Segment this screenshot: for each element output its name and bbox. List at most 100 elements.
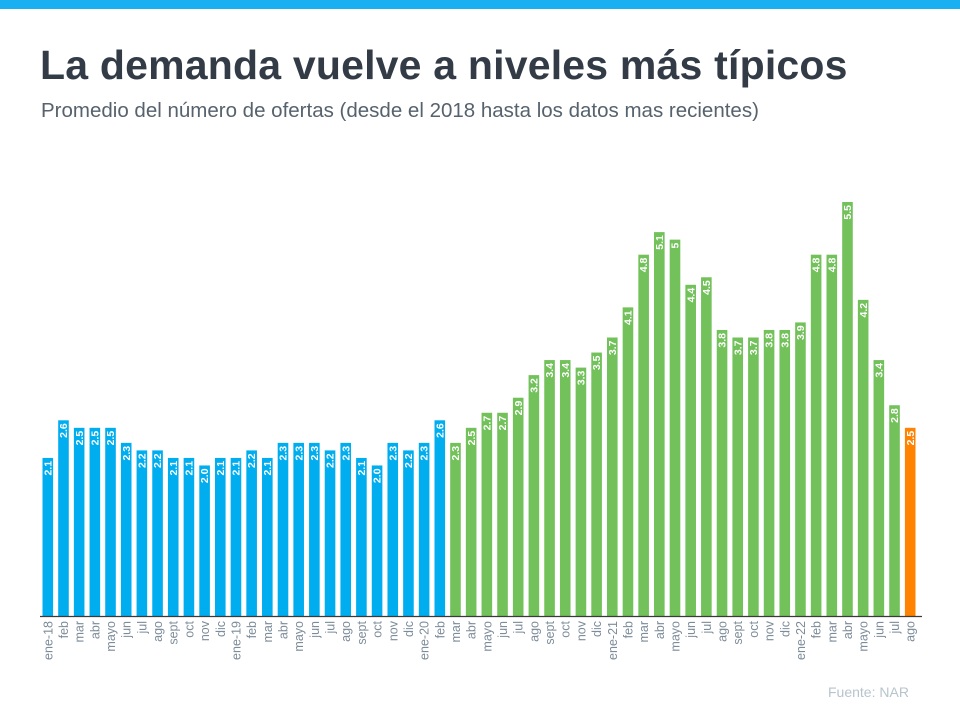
data-label: 5.5: [842, 205, 854, 220]
bar: [512, 397, 524, 616]
data-label: 2.5: [89, 431, 101, 446]
bar: [418, 442, 430, 616]
bar: [701, 277, 712, 616]
x-tick-label: jul: [324, 621, 338, 635]
data-label: 2.1: [262, 461, 274, 476]
page-title: La demanda vuelve a niveles más típicos: [40, 42, 848, 88]
data-label: 2.2: [325, 453, 337, 468]
data-label: 2.3: [278, 446, 290, 461]
bar: [403, 450, 414, 616]
data-label: 2.0: [372, 468, 384, 483]
x-tick-label: mar: [73, 621, 87, 643]
data-label: 4.5: [701, 280, 713, 295]
data-label: 2.2: [246, 453, 258, 468]
x-tick-label: feb: [57, 621, 71, 638]
x-tick-label: mayo: [857, 621, 871, 652]
data-label: 2.1: [42, 461, 54, 476]
data-label: 4.8: [638, 258, 650, 273]
x-tick-label: feb: [621, 621, 635, 638]
x-tick-label: sept: [355, 620, 369, 644]
data-label: 3.7: [607, 340, 619, 355]
bar: [356, 457, 367, 616]
x-tick-label: mar: [637, 621, 651, 643]
x-tick-label: ene-20: [418, 621, 432, 660]
bar: [277, 442, 289, 616]
x-tick-label: ago: [716, 621, 730, 642]
x-tick-label: sept: [731, 620, 745, 644]
data-label: 5.1: [654, 235, 666, 250]
bar: [638, 254, 649, 616]
bar: [214, 457, 226, 616]
bar: [105, 427, 116, 616]
x-tick-label: ago: [527, 621, 541, 642]
x-tick-label: mar: [825, 621, 839, 643]
x-tick-label: dic: [590, 621, 604, 637]
source-note: Fuente: NAR: [828, 684, 909, 700]
x-tick-label: jun: [120, 621, 134, 639]
data-label: 2.3: [387, 446, 399, 461]
data-label: 2.6: [58, 423, 70, 438]
bar: [622, 307, 634, 616]
x-tick-label: oct: [559, 620, 573, 637]
data-label: 2.2: [152, 453, 164, 468]
x-tick-label: jul: [135, 621, 149, 635]
x-tick-label: dic: [214, 621, 228, 637]
x-tick-label: jul: [700, 621, 714, 635]
data-label: 3.4: [873, 363, 885, 378]
x-tick-label: abr: [465, 621, 479, 639]
data-label: 3.5: [591, 355, 603, 370]
data-label: 2.3: [309, 446, 321, 461]
data-label: 5: [670, 242, 682, 248]
x-tick-label: oct: [747, 620, 761, 637]
bar: [544, 360, 555, 616]
bar: [262, 457, 273, 616]
bar: [167, 457, 179, 616]
x-tick-label: oct: [182, 620, 196, 637]
bar: [528, 375, 540, 616]
x-tick-label: feb: [433, 621, 447, 638]
x-tick-label: mayo: [292, 621, 306, 652]
data-label: 2.1: [168, 461, 180, 476]
bar: [58, 420, 69, 616]
data-label: 4.1: [623, 310, 635, 325]
x-tick-label: sept: [167, 620, 181, 644]
bar: [669, 239, 681, 617]
bar: [371, 465, 383, 616]
x-tick-label: abr: [88, 621, 102, 639]
bar: [89, 427, 101, 616]
top-accent-bar: [0, 0, 960, 9]
bar: [857, 299, 869, 616]
bar: [136, 450, 148, 616]
data-label: 4.2: [858, 303, 870, 318]
bar: [183, 457, 195, 616]
data-label: 4.8: [826, 258, 838, 273]
bar: [904, 427, 916, 616]
bar: [748, 337, 759, 616]
data-label: 2.5: [74, 431, 86, 446]
data-label: 2.5: [105, 431, 117, 446]
x-tick-label: nov: [574, 620, 588, 641]
data-label: 2.1: [231, 461, 243, 476]
x-tick-label: feb: [810, 621, 824, 638]
data-label: 3.9: [795, 325, 807, 340]
data-label: 2.6: [434, 423, 446, 438]
data-label: 2.7: [481, 416, 493, 431]
data-label: 2.2: [403, 453, 415, 468]
bar: [654, 232, 665, 617]
x-tick-label: nov: [386, 620, 400, 641]
x-tick-label: jun: [496, 621, 510, 639]
bar: [199, 465, 210, 616]
x-tick-label: ago: [904, 621, 918, 642]
x-tick-label: ago: [339, 621, 353, 642]
bar: [889, 405, 900, 616]
bar: [685, 284, 696, 616]
x-tick-label: dic: [402, 621, 416, 637]
x-tick-label: sept: [543, 620, 557, 644]
bar: [450, 442, 461, 616]
bar: [293, 442, 304, 616]
data-label: 2.3: [293, 446, 305, 461]
x-tick-label: nov: [198, 620, 212, 641]
x-tick-label: ene-19: [229, 621, 243, 660]
bar: [324, 450, 336, 616]
